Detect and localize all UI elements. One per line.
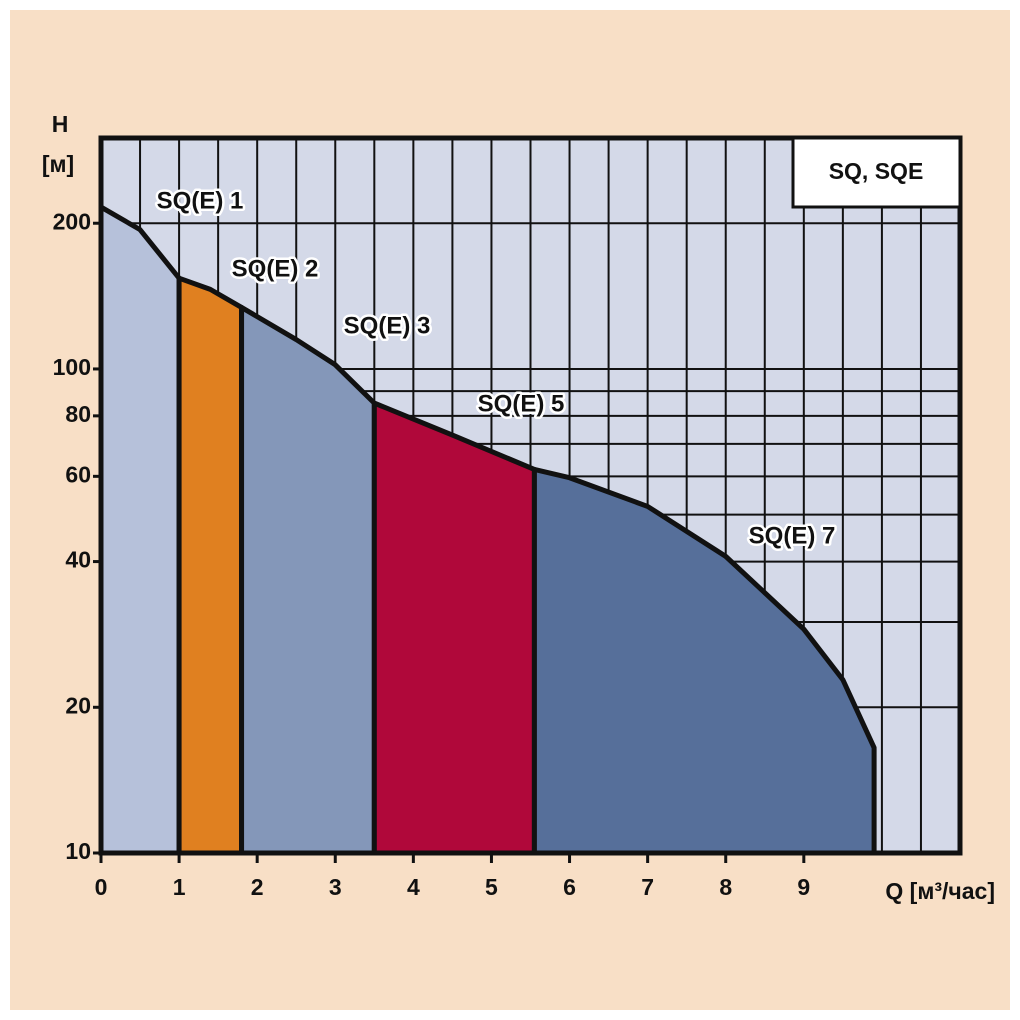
title-box: [791, 136, 962, 209]
chart-title: SQ, SQE: [829, 158, 924, 184]
x-tick-label: 1: [173, 874, 186, 900]
series-label: SQ(E) 5: [478, 390, 565, 417]
series-label: SQ(E) 2: [232, 255, 319, 282]
plot-frame: [98, 135, 963, 856]
y-axis-unit: [м]: [42, 151, 74, 177]
y-tick-label: 10: [65, 838, 91, 864]
y-tick-label: 60: [65, 461, 91, 487]
x-tick-label: 5: [485, 874, 498, 900]
y-tick-label: 20: [65, 692, 91, 718]
x-tick-label: 3: [329, 874, 342, 900]
x-tick-label: 0: [95, 874, 108, 900]
area: [531, 466, 877, 856]
x-axis-label: Q [м³/час]: [885, 878, 995, 904]
x-tick-label: 4: [407, 874, 420, 900]
x-tick-label: 9: [797, 874, 810, 900]
x-tick-label: 8: [719, 874, 732, 900]
x-tick-label: 7: [641, 874, 654, 900]
area: [98, 204, 182, 856]
area: [176, 275, 245, 856]
area: [239, 304, 377, 856]
y-axis-label: H: [52, 111, 69, 137]
y-tick-label: 40: [65, 547, 91, 573]
y-tick-label: 200: [53, 208, 91, 234]
y-tick-label: 80: [65, 401, 91, 427]
series-label: SQ(E) 1: [157, 187, 244, 214]
x-tick-label: 2: [251, 874, 264, 900]
series-label: SQ(E) 7: [749, 522, 836, 549]
y-tick-label: 100: [53, 354, 91, 380]
area: [371, 400, 537, 856]
x-tick-label: 6: [563, 874, 576, 900]
series-label: SQ(E) 3: [344, 312, 431, 339]
